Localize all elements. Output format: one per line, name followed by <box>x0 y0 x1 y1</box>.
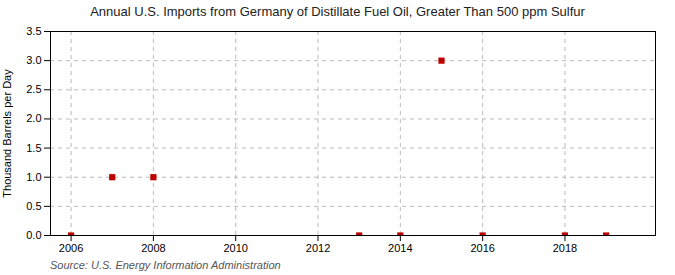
svg-text:2010: 2010 <box>223 242 247 254</box>
html-text:Source: U.S. Energy Informatio: Source: U.S. Energy Information Administ… <box>50 259 281 271</box>
svg-text:2016: 2016 <box>470 242 494 254</box>
html-text:Annual U.S. Imports from Germa: Annual U.S. Imports from Germany of Dist… <box>90 4 585 19</box>
svg-text:2014: 2014 <box>388 242 412 254</box>
svg-text:1.0: 1.0 <box>26 171 41 183</box>
svg-text:0.0: 0.0 <box>26 229 41 241</box>
svg-text:0.5: 0.5 <box>26 200 41 212</box>
svg-text:2.5: 2.5 <box>26 83 41 95</box>
svg-text:Thousand Barrels per Day: Thousand Barrels per Day <box>1 69 13 198</box>
svg-text:2012: 2012 <box>306 242 330 254</box>
svg-text:2018: 2018 <box>553 242 577 254</box>
svg-text:3.0: 3.0 <box>26 54 41 66</box>
svg-text:2.0: 2.0 <box>26 112 41 124</box>
svg-text:3.5: 3.5 <box>26 25 41 37</box>
svg-text:2006: 2006 <box>59 242 83 254</box>
svg-text:1.5: 1.5 <box>26 142 41 154</box>
svg-text:2008: 2008 <box>141 242 165 254</box>
